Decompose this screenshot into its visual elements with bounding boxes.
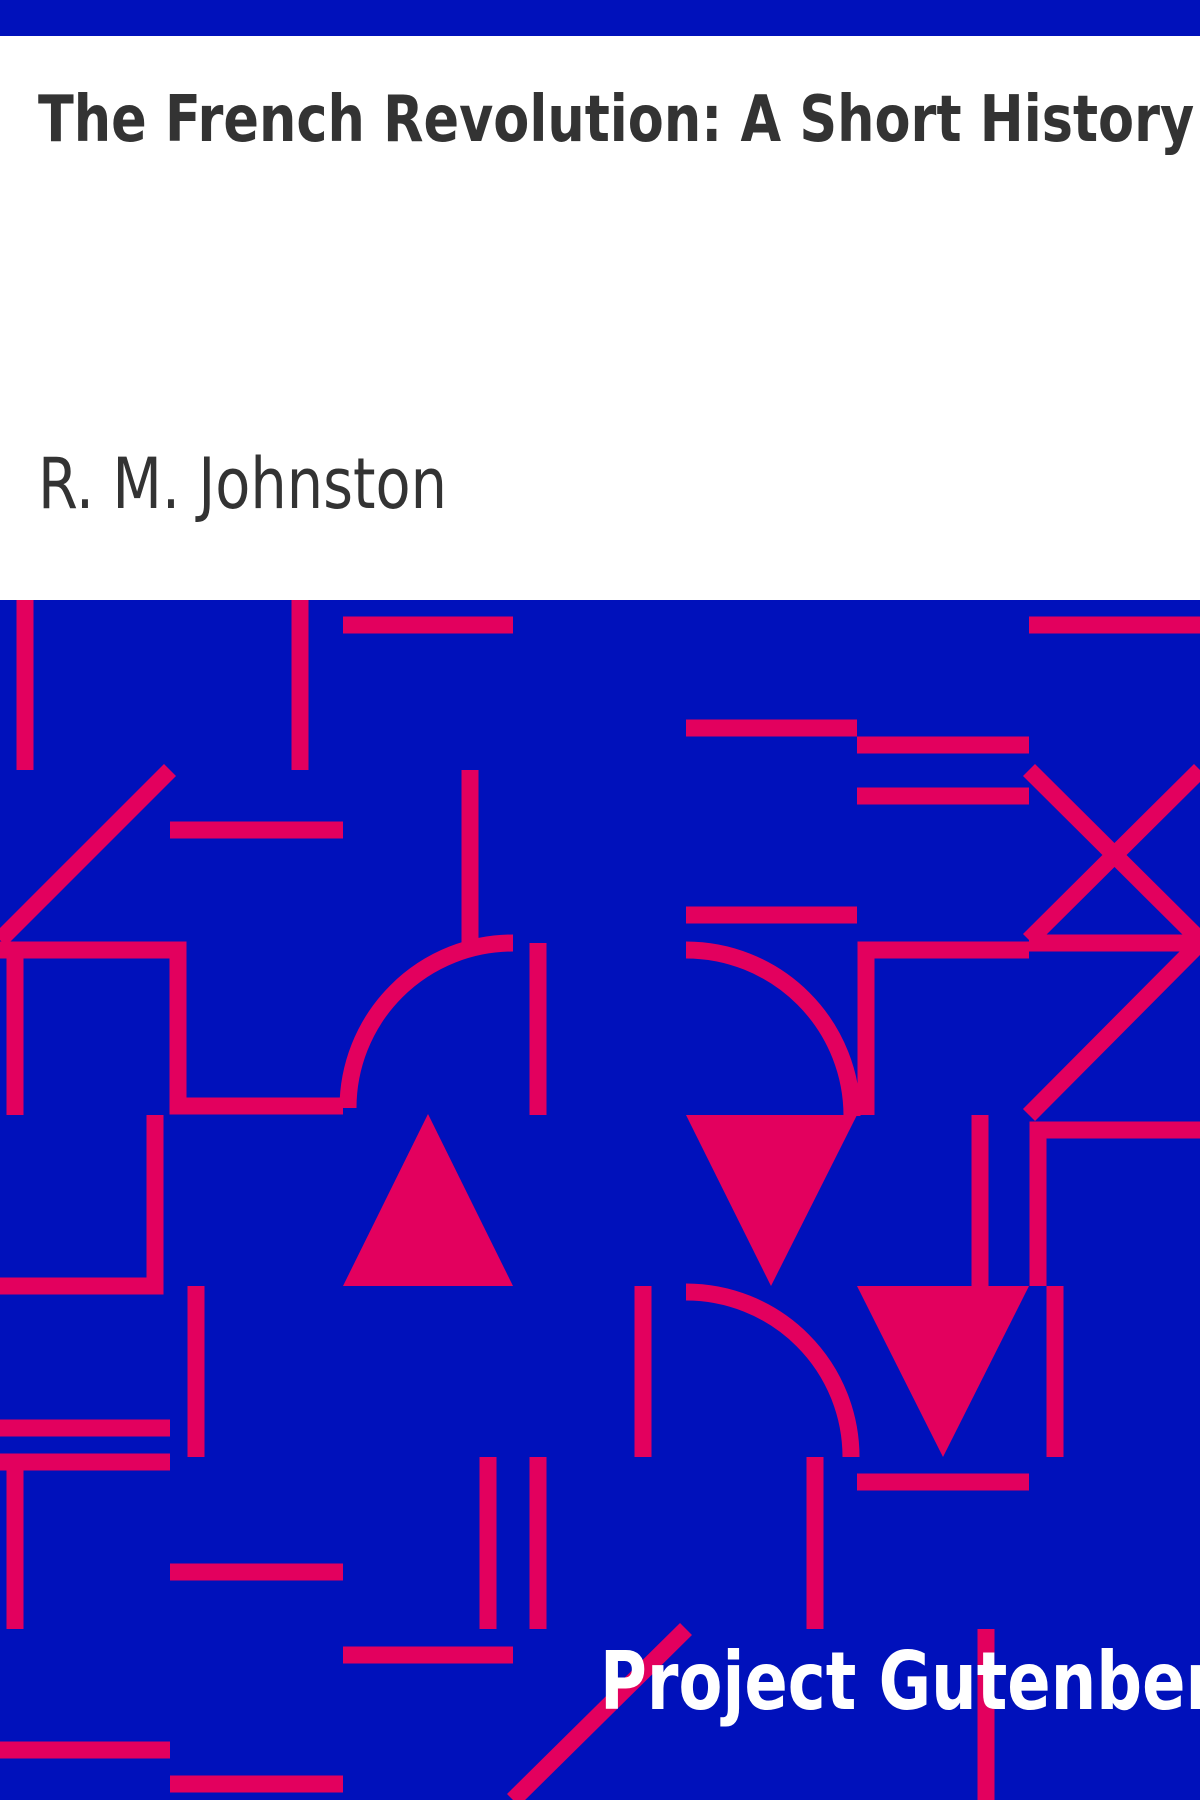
pattern-line	[507, 1622, 692, 1800]
pattern-line	[685, 1283, 860, 1458]
book-title: The French Revolution: A Short History	[38, 83, 1195, 157]
pattern-line	[0, 763, 177, 947]
pattern-line	[1022, 934, 1200, 1121]
pattern-line	[339, 934, 514, 1109]
pattern-line	[1029, 1121, 1200, 1286]
pattern-line	[0, 941, 343, 1115]
triangle-up-shape	[343, 1114, 513, 1286]
pattern-line	[857, 941, 1029, 1115]
pattern-line	[6, 1453, 170, 1629]
top-color-band	[0, 0, 1200, 36]
book-author: R. M. Johnston	[38, 443, 448, 525]
triangle-down-shape	[686, 1115, 857, 1286]
pattern-line	[685, 941, 861, 1117]
pattern-line	[1023, 763, 1200, 947]
pattern-background	[0, 600, 1200, 1800]
geometric-pattern	[0, 600, 1200, 1800]
publisher-name: Project Gutenberg	[600, 1635, 1200, 1728]
triangle-down-shape	[857, 1286, 1029, 1457]
pattern-line	[0, 1115, 164, 1295]
